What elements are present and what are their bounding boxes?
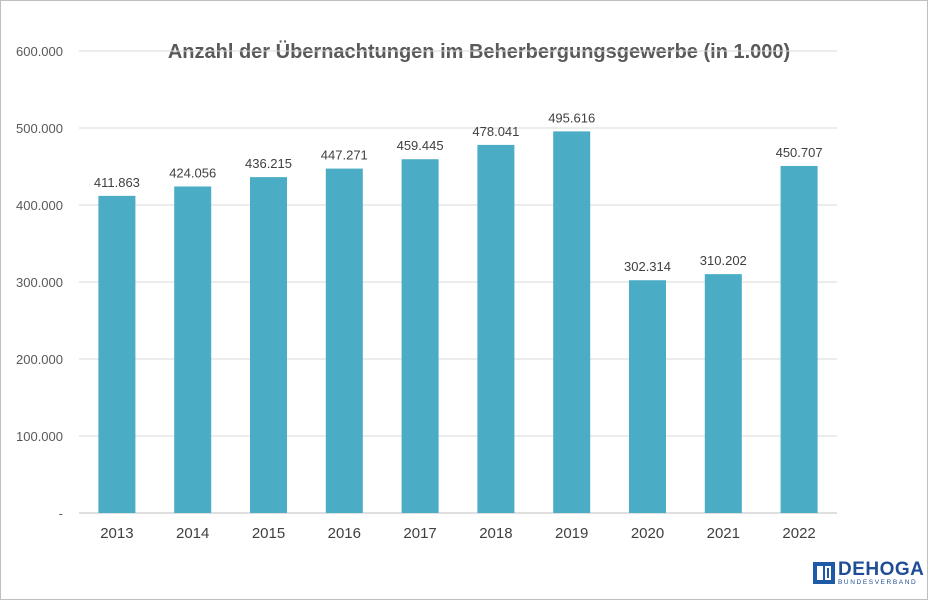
- x-tick-label: 2022: [782, 525, 815, 542]
- x-axis-labels: 2013 2014 2015 2016 2017 2018 2019 2020 2021 2022: [100, 525, 816, 542]
- bar-2022: [780, 165, 818, 513]
- y-tick-label: 300.000: [16, 275, 63, 290]
- x-tick-label: 2013: [100, 525, 133, 542]
- bar-2019: [553, 131, 591, 514]
- bar-2021: [704, 274, 742, 513]
- data-label-2013: 411.863: [94, 175, 140, 190]
- data-label-2020: 302.314: [624, 259, 671, 274]
- dehoga-logo: DEHOGA BUNDESVERBAND: [813, 560, 924, 586]
- y-tick-label: 100.000: [16, 429, 63, 444]
- x-tick-label: 2021: [707, 525, 740, 542]
- y-axis-ticks: - 100.000 200.000 300.000 400.000 500.000 600.…: [16, 44, 63, 521]
- data-labels: 411.863 424.056 436.215 447.271 459.445 478.0…: [94, 110, 823, 274]
- y-tick-label: 500.000: [16, 121, 63, 136]
- bar-2016: [325, 168, 363, 514]
- x-tick-label: 2018: [479, 525, 512, 542]
- bar-2013: [98, 195, 136, 514]
- x-tick-label: 2020: [631, 525, 664, 542]
- y-tick-label: 400.000: [16, 198, 63, 213]
- logo-subtitle: BUNDESVERBAND: [838, 578, 918, 586]
- data-label-2022: 450.707: [776, 145, 823, 160]
- data-label-2021: 310.202: [700, 253, 747, 268]
- data-label-2018: 478.041: [472, 124, 519, 139]
- y-tick-label: -: [59, 506, 63, 521]
- data-label-2017: 459.445: [397, 138, 444, 153]
- bar-2017: [401, 159, 439, 513]
- x-tick-label: 2016: [328, 525, 361, 542]
- bar-2018: [477, 144, 515, 513]
- x-tick-label: 2014: [176, 525, 209, 542]
- x-tick-label: 2017: [403, 525, 436, 542]
- bar-2020: [629, 280, 666, 513]
- bar-2015: [250, 177, 287, 514]
- data-label-2014: 424.056: [169, 165, 216, 180]
- dehoga-logo-icon: [813, 562, 835, 584]
- data-label-2015: 436.215: [245, 156, 292, 171]
- x-tick-label: 2015: [252, 525, 285, 542]
- x-tick-label: 2019: [555, 525, 588, 542]
- bars: [98, 131, 818, 514]
- y-tick-label: 600.000: [16, 44, 63, 59]
- data-label-2016: 447.271: [321, 148, 368, 163]
- bar-2014: [174, 186, 212, 514]
- y-tick-label: 200.000: [16, 352, 63, 367]
- data-label-2019: 495.616: [548, 110, 595, 125]
- logo-name: DEHOGA: [838, 558, 925, 580]
